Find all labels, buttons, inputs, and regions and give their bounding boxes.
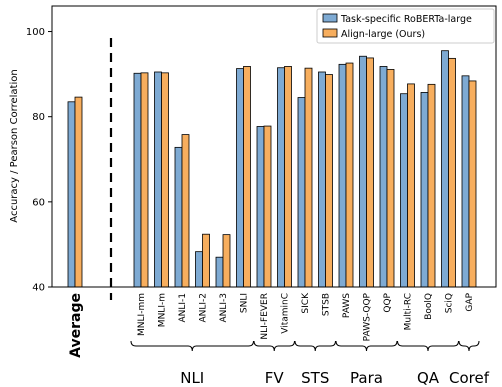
bar-sick-series-0 <box>297 97 306 288</box>
y-axis-label: Accuracy / Pearson Correlation <box>9 69 20 222</box>
legend-label-series-1: Align-large (Ours) <box>341 29 425 40</box>
bar-sciq-series-1 <box>448 57 456 288</box>
bracket-fv <box>253 340 295 352</box>
x-label-multi-rc: Multi-RC <box>404 293 414 330</box>
bar-mnli-mm-series-0 <box>133 72 142 288</box>
bar-sciq-series-0 <box>441 50 449 288</box>
group-label-para: Para <box>350 369 383 387</box>
x-label-qqp: QQP <box>383 292 393 312</box>
x-label-average: Average <box>68 293 84 358</box>
bracket-coref <box>458 340 480 352</box>
bar-multi-rc-series-0 <box>400 93 408 288</box>
bar-paws-qqp-series-1 <box>366 57 374 288</box>
bar-gap-series-1 <box>468 80 477 288</box>
x-label-stsb: STSB <box>322 293 332 316</box>
bar-boolq-series-1 <box>427 83 436 288</box>
bar-paws-series-0 <box>338 63 347 288</box>
bar-anli-2-series-0 <box>195 251 203 288</box>
group-label-coref: Coref <box>449 369 490 387</box>
bar-anli-3-series-1 <box>222 234 231 288</box>
bar-anli-2-series-1 <box>202 233 210 288</box>
bar-paws-series-1 <box>345 62 354 288</box>
bar-anli-1-series-0 <box>174 146 183 288</box>
x-label-paws: PAWS <box>342 293 352 318</box>
y-tick-label: 40 <box>32 283 45 294</box>
legend-swatch-series-1 <box>322 28 338 38</box>
y-tick-label: 100 <box>26 27 45 38</box>
y-axis: 40 60 80 100 <box>26 27 52 294</box>
bracket-qa <box>397 340 459 352</box>
bar-nli-fever-series-1 <box>263 125 272 288</box>
bar-snli-series-0 <box>236 68 244 288</box>
x-label-mnli-m: MNLI-m <box>158 293 168 327</box>
bar-vitaminc-series-1 <box>284 66 292 288</box>
x-label-paws-qqp: PAWS-QQP <box>363 292 373 341</box>
legend-swatch-series-0 <box>322 13 338 23</box>
x-label-sick: SICK <box>301 292 311 314</box>
y-tick-label: 60 <box>32 197 45 208</box>
x-label-vitaminc: VitaminC <box>281 293 291 334</box>
bracket-para <box>335 340 398 352</box>
bar-qqp-series-0 <box>379 66 388 288</box>
group-brackets: NLI FV STS Para QA Coref <box>130 340 490 387</box>
bar-boolq-series-0 <box>420 92 429 288</box>
group-label-sts: STS <box>301 369 329 387</box>
x-label-snli: SNLI <box>240 293 250 313</box>
bar-multi-rc-series-1 <box>407 83 415 288</box>
legend: Task-specific RoBERTa-large Align-large … <box>316 8 495 44</box>
legend-label-series-0: Task-specific RoBERTa-large <box>340 14 472 25</box>
bracket-nli <box>130 340 254 352</box>
bar-mnli-mm-series-1 <box>140 72 149 288</box>
bar-average-series-1 <box>74 96 83 288</box>
x-label-nli-fever: NLI-FEVER <box>260 293 270 340</box>
bar-mnli-m-series-1 <box>161 72 169 288</box>
bar-qqp-series-1 <box>386 69 395 288</box>
bar-average-series-0 <box>67 101 76 288</box>
bar-anli-3-series-0 <box>215 256 224 288</box>
bar-stsb-series-1 <box>325 74 333 288</box>
bar-vitaminc-series-0 <box>277 67 285 288</box>
group-label-qa: QA <box>417 369 440 387</box>
group-label-nli: NLI <box>180 369 204 387</box>
x-label-boolq: BoolQ <box>424 293 434 320</box>
plot-frame <box>51 5 497 288</box>
bar-paws-qqp-series-0 <box>359 55 367 288</box>
y-tick-label: 80 <box>32 112 45 123</box>
x-label-anli-2: ANLI-2 <box>199 293 209 323</box>
bracket-sts <box>294 340 336 352</box>
x-label-anli-3: ANLI-3 <box>219 293 229 323</box>
x-label-sciq: SciQ <box>445 293 455 313</box>
x-axis-labels: Average MNLI-mm MNLI-m ANLI-1 ANLI-2 ANLI-3 SN… <box>68 292 475 358</box>
bar-anli-1-series-1 <box>181 134 190 288</box>
x-label-anli-1: ANLI-1 <box>178 293 188 323</box>
x-label-mnli-mm: MNLI-mm <box>137 293 147 336</box>
bar-gap-series-0 <box>461 75 470 288</box>
bar-sick-series-1 <box>304 67 313 288</box>
bar-snli-series-1 <box>243 66 251 288</box>
x-label-gap: GAP <box>465 292 475 311</box>
bar-nli-fever-series-0 <box>256 126 265 288</box>
bar-mnli-m-series-0 <box>154 71 162 288</box>
legend-box <box>316 8 495 44</box>
bar-stsb-series-0 <box>318 71 326 288</box>
group-label-fv: FV <box>265 369 285 387</box>
